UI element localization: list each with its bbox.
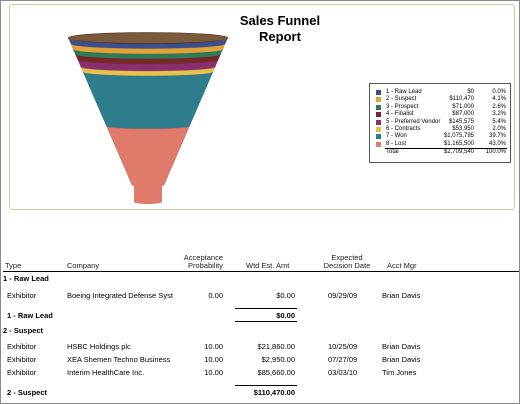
legend-label: 3 - Prospect xyxy=(386,103,419,110)
legend-label: 7 - Won xyxy=(386,133,407,140)
legend-swatch xyxy=(376,97,381,103)
cell-company: Interim HealthCare Inc. xyxy=(67,368,145,377)
legend-total-label: Total xyxy=(386,149,399,156)
cell-mgr: Tim Jones xyxy=(382,368,417,377)
legend-entry: 2 - Suspect $110,470 4.1% xyxy=(370,96,510,103)
cell-probability: 10.00 xyxy=(204,368,223,377)
legend-label: 4 - Finalist xyxy=(386,111,414,118)
legend-percent: 3.2% xyxy=(492,111,506,118)
legend-amount: $53,950 xyxy=(452,125,474,132)
legend-entry: 1 - Raw Lead $0 0.0% xyxy=(370,89,510,96)
subtotal-label: 1 - Raw Lead xyxy=(7,311,53,320)
legend-percent: 43.0% xyxy=(488,140,506,147)
legend-entry: 5 - Preferred Vendor $145,575 5.4% xyxy=(370,119,510,126)
chart-panel: Sales Funnel Report 1 - Raw Lead $0 0.0% 2 … xyxy=(9,4,515,210)
legend-label: 2 - Suspect xyxy=(386,96,417,103)
legend-swatch xyxy=(376,134,381,140)
legend-label: 8 - Lost xyxy=(386,140,407,147)
column-expected-line2: Decision Date xyxy=(323,261,371,270)
cell-amount: $21,860.00 xyxy=(257,342,295,351)
funnel-chart xyxy=(67,32,229,204)
group-header: 1 - Raw Lead xyxy=(3,274,49,283)
legend-swatch xyxy=(376,126,381,132)
legend-swatch xyxy=(376,112,381,118)
cell-type: Exhibitor xyxy=(7,355,37,364)
column-wtd-est-amt: Wtd Est. Amt xyxy=(246,261,290,270)
cell-type: Exhibitor xyxy=(7,342,37,351)
report-title-line1: Sales Funnel xyxy=(239,13,321,28)
legend-percent: 39.7% xyxy=(488,133,506,140)
legend-label: 5 - Preferred Vendor xyxy=(386,118,441,125)
legend-percent: 4.1% xyxy=(492,96,506,103)
cell-amount: $85,660.00 xyxy=(257,368,295,377)
legend-entry: 6 - Contracts $53,950 2.0% xyxy=(370,126,510,133)
header-rule xyxy=(3,271,519,272)
legend-entry: 8 - Lost $1,165,500 43.0% xyxy=(370,141,510,148)
group-header: 2 - Suspect xyxy=(3,326,44,335)
cell-date: 10/25/09 xyxy=(328,342,358,351)
cell-probability: 10.00 xyxy=(204,355,223,364)
cell-amount: $0.00 xyxy=(276,291,295,300)
cell-mgr: Brian Davis xyxy=(382,291,421,300)
cell-probability: 10.00 xyxy=(204,342,223,351)
legend-percent: 0.0% xyxy=(492,89,506,95)
funnel-top-rim xyxy=(67,32,229,44)
subtotal-label: 2 - Suspect xyxy=(7,388,48,397)
legend-label: 1 - Raw Lead xyxy=(386,89,422,95)
cell-date: 09/29/09 xyxy=(328,291,358,300)
cell-company: XEA Shemen Techno Business xyxy=(67,355,171,364)
cell-company: Boeing Integrated Defense Syst xyxy=(67,291,173,300)
cell-mgr: Brian Davis xyxy=(382,342,421,351)
legend-entry: 4 - Finalist $87,000 3.2% xyxy=(370,111,510,118)
column-company: Company xyxy=(67,261,100,270)
column-acceptance-line1: Acceptance xyxy=(183,253,223,262)
legend-entry: 3 - Prospect $71,000 2.6% xyxy=(370,104,510,111)
column-type: Type xyxy=(5,261,22,270)
legend-amount: $110,470 xyxy=(449,96,474,103)
legend-amount: $145,575 xyxy=(448,118,474,125)
report-title: Sales Funnel Report xyxy=(210,13,350,45)
subtotal-amount: $110,470.00 xyxy=(253,388,295,397)
subtotal-amount: $0.00 xyxy=(276,311,295,320)
legend-amount: $1,165,500 xyxy=(443,140,474,147)
legend-total-percent: 100.0% xyxy=(485,149,506,156)
cell-date: 07/27/09 xyxy=(328,355,358,364)
legend-swatch xyxy=(376,90,381,95)
cell-date: 03/03/10 xyxy=(328,368,358,377)
legend-label: 6 - Contracts xyxy=(386,125,421,132)
chart-legend: 1 - Raw Lead $0 0.0% 2 - Suspect $110,470 4.1… xyxy=(369,83,511,163)
column-acceptance: Acceptance Probability xyxy=(161,254,223,270)
legend-percent: 5.4% xyxy=(492,118,506,125)
cell-type: Exhibitor xyxy=(7,368,37,377)
subtotal-underline xyxy=(235,321,297,322)
cell-company: HSBC Holdings plc xyxy=(67,342,131,351)
subtotal-rule xyxy=(235,308,297,309)
legend-amount: $0 xyxy=(467,89,474,95)
legend-entry: 7 - Won $1,075,795 39.7% xyxy=(370,133,510,140)
column-expected-decision-date: Expected Decision Date xyxy=(317,254,377,270)
cell-probability: 0.00 xyxy=(208,291,223,300)
legend-swatch xyxy=(376,104,381,110)
column-acceptance-line2: Probability xyxy=(187,261,223,270)
legend-percent: 2.0% xyxy=(492,125,506,132)
column-expected-line1: Expected xyxy=(331,253,363,262)
legend-total: Total $2,709,540 100.0% xyxy=(385,148,507,156)
legend-swatch xyxy=(376,119,381,125)
legend-amount: $87,000 xyxy=(452,111,474,118)
cell-type: Exhibitor xyxy=(7,291,37,300)
legend-percent: 2.6% xyxy=(492,103,506,110)
legend-amount: $1,075,795 xyxy=(443,133,474,140)
cell-mgr: Brian Davis xyxy=(382,355,421,364)
cell-amount: $2,950.00 xyxy=(261,355,295,364)
legend-swatch xyxy=(376,141,381,147)
funnel-spout xyxy=(134,184,162,204)
subtotal-rule xyxy=(235,385,297,386)
report-title-line2: Report xyxy=(259,29,301,44)
legend-amount: $71,000 xyxy=(452,103,474,110)
legend-total-amount: $2,709,540 xyxy=(443,149,474,156)
column-acct-mgr: Acct Mgr xyxy=(387,261,417,270)
